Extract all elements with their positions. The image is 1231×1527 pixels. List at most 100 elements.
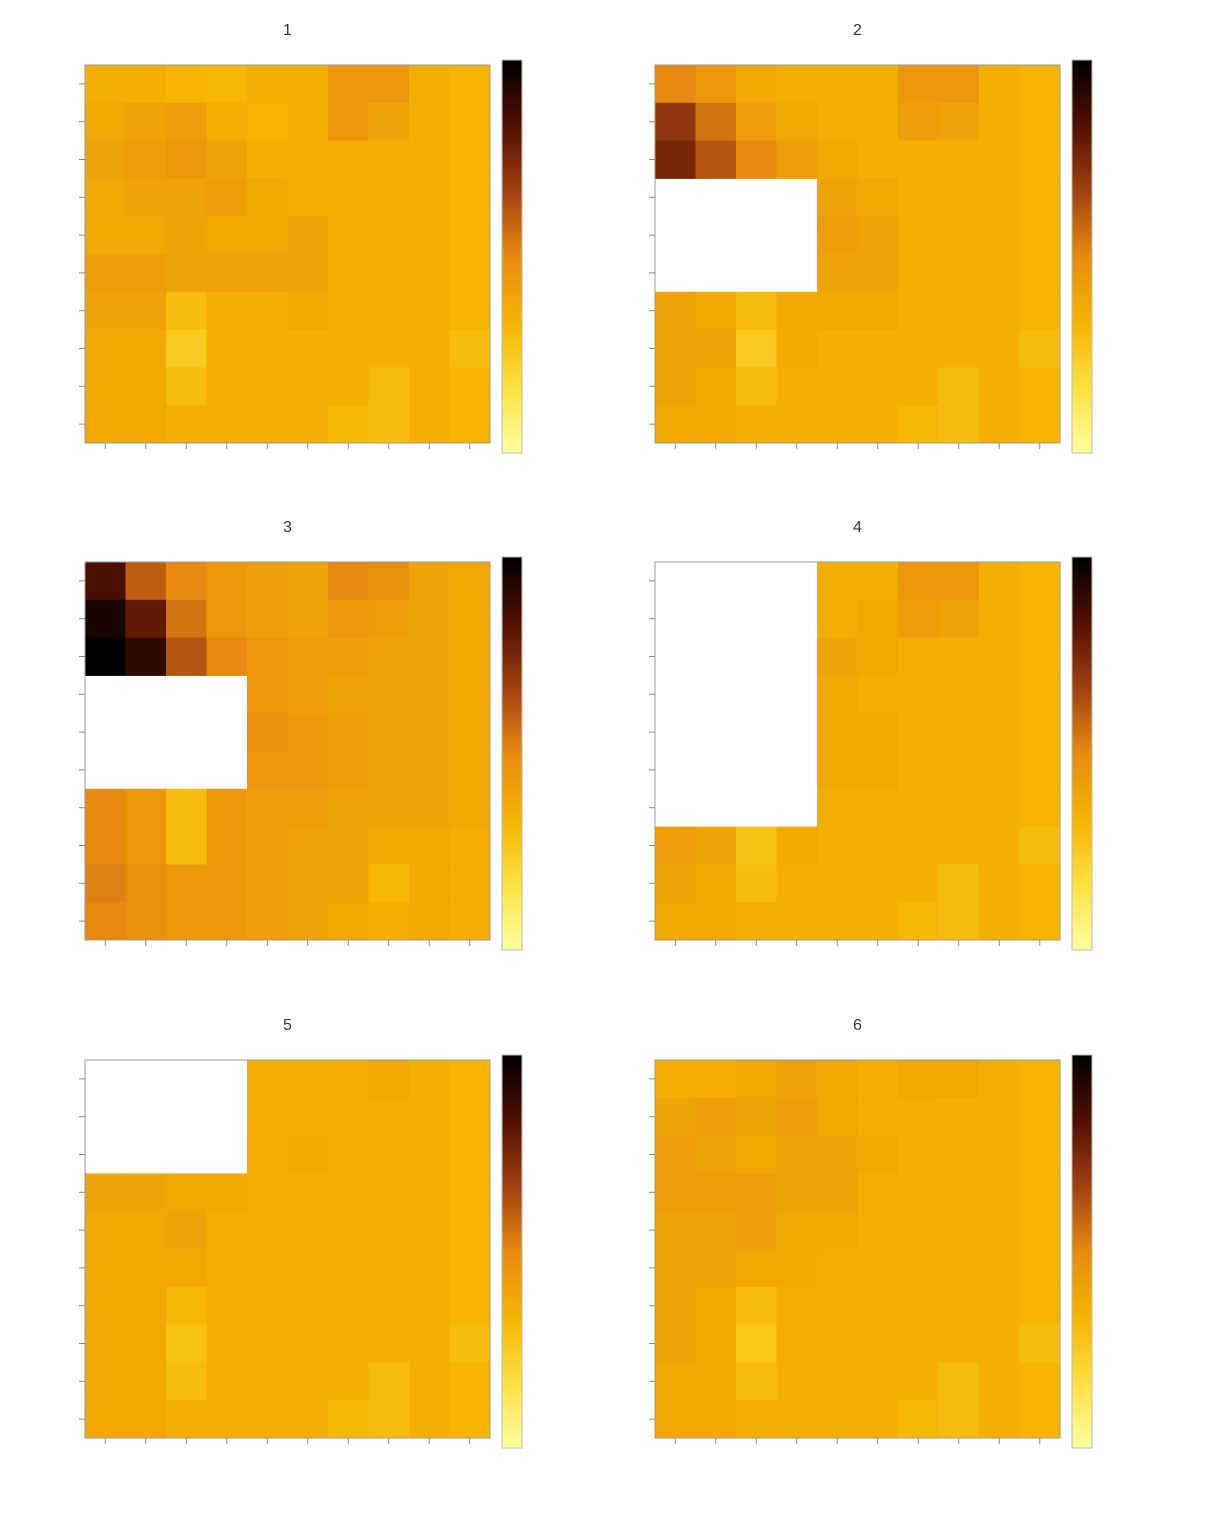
heatmap-cell [736, 1135, 777, 1174]
heatmap-cell [898, 140, 939, 179]
heatmap-cell [287, 1135, 329, 1174]
heatmap-cell [898, 1400, 939, 1439]
heatmap-cell [328, 562, 369, 601]
heatmap-cell [85, 599, 126, 639]
heatmap-cell [736, 1286, 777, 1326]
heatmap-cell [368, 826, 410, 865]
heatmap-cell [655, 1400, 696, 1439]
heatmap-cell [449, 788, 491, 828]
heatmap-cell [817, 329, 858, 368]
heatmap-cell [655, 1097, 696, 1137]
heatmap-cell [166, 367, 207, 406]
heatmap-cell [857, 405, 899, 444]
heatmap-cell [328, 1135, 369, 1174]
heatmap-cell [979, 216, 1020, 255]
heatmap-cell [817, 140, 858, 179]
heatmap-cell [817, 1135, 858, 1174]
heatmap-cell [898, 1135, 939, 1174]
heatmap-cell [125, 65, 167, 104]
heatmap-cell [898, 713, 939, 752]
heatmap-cell [857, 637, 899, 676]
heatmap-cell [287, 1173, 329, 1212]
heatmap-cell [817, 599, 858, 639]
heatmap-cell [979, 902, 1020, 941]
heatmap-cell [449, 599, 491, 639]
heatmap-cell [1019, 788, 1061, 828]
heatmap-cell [368, 637, 410, 676]
heatmap-cell [247, 599, 288, 639]
heatmap-cell [695, 902, 737, 941]
heatmap-cell [1019, 1135, 1061, 1174]
heatmap-cell [979, 1249, 1020, 1288]
heatmap-cell [979, 140, 1020, 179]
colorbar [1071, 59, 1093, 454]
heatmap-cell [287, 1097, 329, 1137]
heatmap-cell [287, 675, 329, 714]
heatmap-cell [979, 599, 1020, 639]
heatmap-cell [368, 178, 410, 217]
heatmap-cell [898, 1211, 939, 1250]
heatmap-cell [938, 788, 980, 828]
heatmap-cell [328, 65, 369, 104]
heatmap-cell [206, 329, 248, 368]
heatmap-cell [449, 1400, 491, 1439]
heatmap-cell [206, 216, 248, 255]
heatmap-cell [125, 254, 167, 293]
heatmap-cell [655, 1324, 696, 1363]
heatmap-cell [166, 599, 207, 639]
heatmap-cell [898, 367, 939, 406]
heatmap-cell [898, 291, 939, 331]
heatmap-cell [328, 1324, 369, 1363]
heatmap-cell [736, 329, 777, 368]
heatmap-cell [206, 902, 248, 941]
heatmap-cell [1019, 1286, 1061, 1326]
heatmap-cell [979, 1173, 1020, 1212]
heatmap-cell [368, 1324, 410, 1363]
heatmap-cell [938, 178, 980, 217]
heatmap-cell [695, 140, 737, 179]
heatmap-cell [898, 675, 939, 714]
heatmap-cell [449, 65, 491, 104]
heatmap-cell [449, 367, 491, 406]
heatmap-cell [409, 1097, 450, 1137]
heatmap-cell [85, 291, 126, 331]
heatmap-cell [695, 1324, 737, 1363]
heatmap-cell [938, 1286, 980, 1326]
heatmap-cell [368, 216, 410, 255]
heatmap-cell [979, 1324, 1020, 1363]
heatmap-cell [247, 1249, 288, 1288]
heatmap-cell [817, 902, 858, 941]
heatmap-cell [736, 102, 777, 142]
heatmap-cell [776, 1060, 818, 1099]
heatmap-cell [287, 329, 329, 368]
heatmap-cell [655, 1173, 696, 1212]
heatmap-cell [166, 178, 207, 217]
heatmap-cell [125, 329, 167, 368]
heatmap-cell [817, 178, 858, 217]
heatmap-cell [938, 599, 980, 639]
heatmap-cell [695, 1362, 737, 1401]
plot-frame [84, 1059, 491, 1439]
heatmap-cell [817, 826, 858, 865]
heatmap-cell [857, 1324, 899, 1363]
heatmap-cell [328, 367, 369, 406]
heatmap-cell [938, 1173, 980, 1212]
heatmap-cell [287, 1286, 329, 1326]
heatmap-cell [166, 1400, 207, 1439]
heatmap-cell [695, 1173, 737, 1212]
heatmap-cell [85, 902, 126, 941]
heatmap-cell [328, 864, 369, 903]
heatmap-cell [817, 751, 858, 790]
heatmap-cell [979, 637, 1020, 676]
heatmap-cell [1019, 367, 1061, 406]
heatmap-cell [938, 140, 980, 179]
heatmap-cell [247, 637, 288, 676]
heatmap-cell [287, 1324, 329, 1363]
heatmap-cell [247, 1286, 288, 1326]
heatmap-cell [409, 329, 450, 368]
plot-frame [84, 64, 491, 444]
heatmap-cell [368, 254, 410, 293]
heatmap-cell [166, 864, 207, 903]
heatmap-cell [328, 713, 369, 752]
heatmap-cell [938, 713, 980, 752]
